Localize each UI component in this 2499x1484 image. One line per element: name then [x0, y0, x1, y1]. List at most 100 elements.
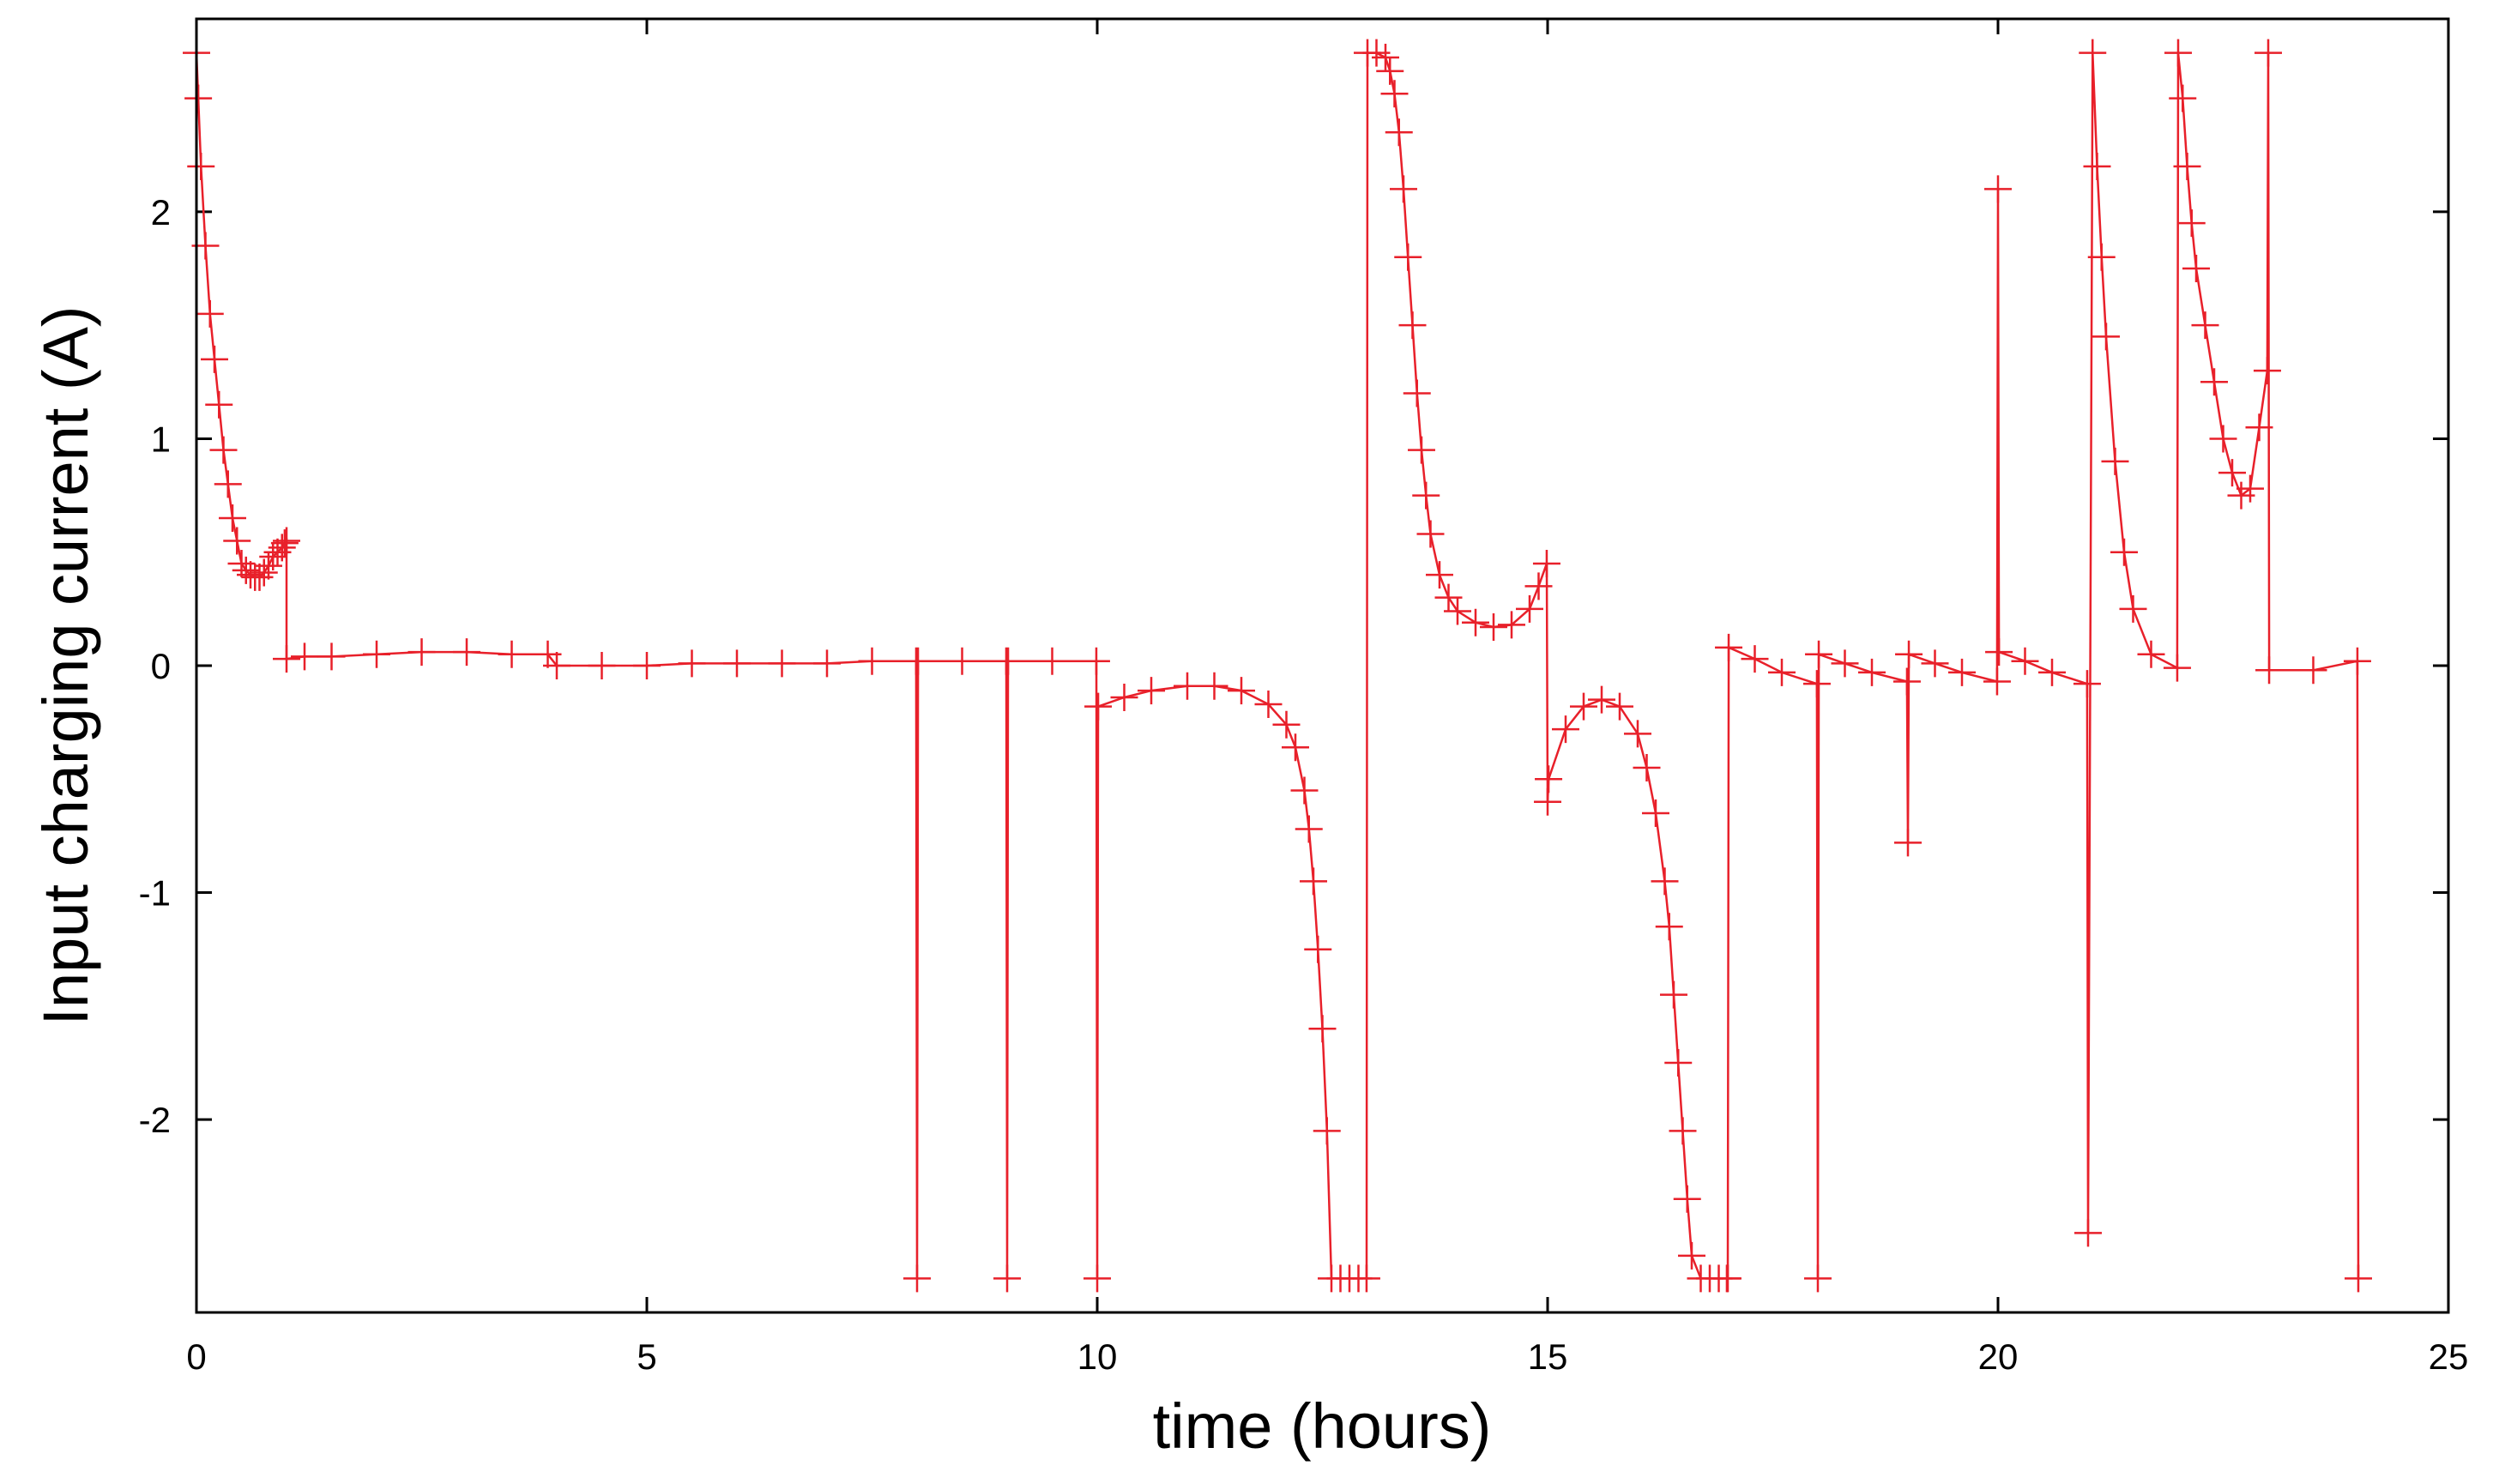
data-point-marker: [1570, 692, 1597, 721]
data-point-marker: [1308, 1015, 1337, 1043]
data-point-marker: [1138, 677, 1165, 705]
data-point-marker: [1412, 481, 1440, 510]
data-point-marker: [1385, 118, 1413, 147]
x-tick-label: 25: [2429, 1336, 2469, 1377]
data-point-marker: [813, 649, 841, 678]
data-point-marker: [633, 652, 661, 679]
data-point-marker: [1480, 613, 1507, 642]
data-point-marker: [1669, 1117, 1697, 1145]
data-point-marker: [2169, 84, 2197, 112]
data-point-marker: [2245, 413, 2273, 442]
data-point-marker: [994, 647, 1023, 675]
data-point-marker: [1228, 677, 1255, 705]
data-point-marker: [1673, 1185, 1701, 1213]
x-axis-label: time (hours): [1153, 1390, 1492, 1462]
data-point-marker: [2101, 447, 2129, 475]
data-point-marker: [1714, 1264, 1741, 1293]
data-point-marker: [223, 527, 251, 555]
data-point-marker: [1715, 633, 1743, 661]
data-point-marker: [2137, 640, 2165, 668]
data-point-marker: [723, 649, 751, 678]
data-point-marker: [2255, 656, 2284, 685]
data-point-marker: [2200, 368, 2228, 396]
data-point-marker: [858, 647, 886, 675]
data-point-marker: [1624, 720, 1651, 748]
data-point-marker: [768, 649, 796, 678]
data-point-marker: [1376, 57, 1404, 85]
data-point-marker: [1174, 672, 1201, 700]
data-point-marker: [678, 649, 706, 678]
y-tick-label: -1: [139, 873, 171, 914]
data-point-marker: [184, 84, 213, 112]
data-point-marker: [2191, 311, 2219, 340]
data-point-marker: [1290, 776, 1319, 805]
data-point-marker: [1768, 658, 1796, 686]
data-point-marker: [2079, 39, 2107, 67]
data-point-marker: [1921, 649, 1949, 678]
data-point-marker: [2110, 538, 2138, 566]
data-point-marker: [1272, 710, 1301, 739]
data-point-marker: [317, 642, 346, 671]
data-point-marker: [2299, 656, 2327, 685]
data-point-marker: [1394, 243, 1422, 271]
data-point-marker: [1802, 670, 1831, 698]
data-point-marker: [1352, 1264, 1380, 1293]
data-point-marker: [1516, 594, 1543, 623]
data-point-marker: [2253, 357, 2281, 385]
plot-frame: [195, 17, 2450, 1314]
data-point-marker: [1892, 667, 1921, 696]
data-point-marker: [201, 345, 228, 373]
series-line: [195, 51, 2360, 1280]
data-point-marker: [1984, 175, 2012, 203]
data-point-marker: [2092, 323, 2120, 351]
data-point-marker: [1313, 1117, 1341, 1145]
data-point-marker: [1038, 647, 1066, 675]
data-series: [183, 39, 2372, 1293]
data-point-marker: [1426, 561, 1453, 589]
data-point-marker: [2255, 39, 2282, 67]
data-point-marker: [1304, 935, 1332, 963]
data-point-marker: [273, 645, 300, 673]
data-point-marker: [209, 436, 238, 464]
data-point-marker: [2164, 39, 2192, 67]
data-point-marker: [1398, 311, 1427, 340]
data-point-marker: [1805, 640, 1833, 668]
data-point-marker: [498, 640, 526, 668]
y-axis-ticks: -2 -1 0 1 2: [139, 192, 2448, 1140]
data-point-marker: [1651, 867, 1679, 896]
data-point-marker: [268, 534, 296, 562]
data-point-marker: [291, 642, 318, 671]
data-point-marker: [1403, 379, 1431, 407]
data-point-marker: [1985, 638, 2013, 667]
data-point-marker: [1444, 597, 1471, 625]
data-point-marker: [2163, 654, 2191, 682]
data-point-marker: [1524, 572, 1553, 600]
data-point-marker: [1894, 829, 1922, 857]
data-point-marker: [1858, 658, 1886, 686]
data-point-marker: [2038, 658, 2066, 686]
data-point-marker: [1664, 1048, 1693, 1077]
data-point-marker: [1084, 1264, 1111, 1293]
data-point-marker: [1300, 867, 1327, 896]
data-point-marker: [1416, 520, 1445, 548]
data-point-marker: [2343, 647, 2371, 675]
data-point-marker: [2119, 594, 2147, 623]
data-point-marker: [2218, 459, 2246, 487]
data-point-marker: [588, 652, 616, 679]
data-point-marker: [2173, 152, 2201, 180]
data-point-marker: [219, 504, 246, 533]
data-point-marker: [1084, 692, 1113, 721]
data-point-marker: [1535, 765, 1563, 793]
y-tick-label: 1: [151, 419, 171, 459]
data-point-marker: [1804, 1264, 1832, 1293]
x-tick-label: 0: [186, 1336, 206, 1377]
y-tick-label: 0: [151, 646, 171, 686]
data-point-marker: [1552, 715, 1579, 744]
data-point-marker: [2236, 474, 2264, 503]
data-point-marker: [363, 640, 390, 668]
data-point-marker: [904, 647, 933, 675]
data-point-marker: [2209, 425, 2237, 453]
data-point-marker: [948, 647, 976, 675]
data-point-marker: [214, 470, 242, 498]
